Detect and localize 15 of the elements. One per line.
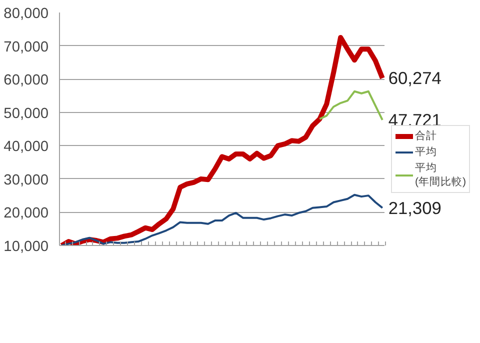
y-tick-label: 50,000 bbox=[4, 106, 48, 122]
data-label: 21,309 bbox=[388, 198, 442, 218]
y-tick-label: 30,000 bbox=[4, 172, 48, 188]
y-tick-label: 70,000 bbox=[4, 39, 48, 56]
data-label: 47,721 bbox=[388, 110, 442, 130]
y-tick-label: 60,000 bbox=[4, 72, 48, 89]
legend-label: 平均 bbox=[415, 145, 437, 159]
data-label: 60,274 bbox=[388, 68, 442, 88]
legend-label: 合計 bbox=[415, 129, 437, 143]
y-tick-label: 10,000 bbox=[4, 239, 48, 255]
line-series bbox=[318, 90, 384, 121]
y-tick-label: 80,000 bbox=[4, 6, 48, 22]
y-tick-label: 40,000 bbox=[4, 139, 48, 156]
legend-label: 平均 (年間比較) bbox=[415, 161, 466, 189]
y-tick-label: 20,000 bbox=[4, 206, 48, 222]
